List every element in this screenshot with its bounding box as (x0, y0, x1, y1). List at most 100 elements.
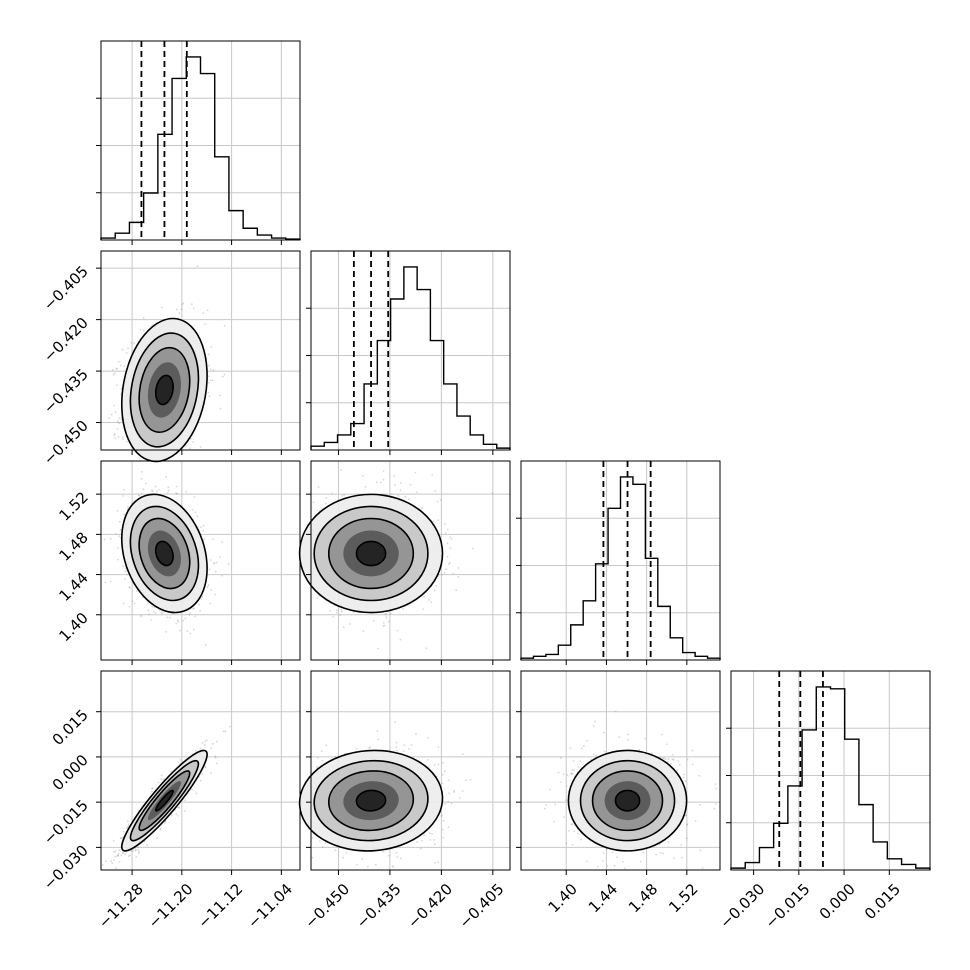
scatter-point (343, 494, 346, 496)
scatter-point (120, 854, 123, 857)
scatter-point (113, 404, 115, 407)
scatter-point (319, 840, 321, 842)
scatter-point (176, 619, 179, 621)
scatter-point (117, 436, 120, 438)
scatter-point (325, 497, 328, 499)
scatter-point (206, 586, 209, 588)
contour-line (154, 374, 174, 406)
scatter-point (116, 558, 119, 561)
scatter-point (452, 572, 455, 575)
scatter-point (190, 438, 192, 440)
scatter-point (156, 490, 158, 493)
scatter-point (355, 748, 358, 750)
scatter-point (229, 725, 231, 728)
scatter-point (362, 474, 364, 477)
scatter-point (399, 481, 402, 484)
scatter-point (433, 839, 435, 841)
scatter-point (362, 630, 365, 632)
scatter-point (399, 489, 402, 492)
scatter-point (437, 861, 439, 864)
scatter-point (177, 761, 180, 764)
scatter-point (384, 613, 387, 616)
scatter-point (160, 774, 163, 777)
scatter-point (142, 317, 145, 319)
scatter-point (121, 438, 124, 440)
density-panel-2-1 (298, 460, 511, 665)
scatter-point (332, 615, 335, 618)
scatter-point (437, 519, 440, 521)
scatter-point (449, 536, 452, 539)
density-panel-1-0 (96, 250, 301, 463)
scatter-point (169, 616, 171, 619)
scatter-point (364, 486, 367, 488)
scatter-point (209, 379, 212, 381)
scatter-point (403, 744, 406, 746)
scatter-point (334, 849, 337, 852)
scatter-point (209, 368, 212, 371)
scatter-point (223, 373, 226, 376)
scatter-point (390, 493, 393, 496)
scatter-point (457, 567, 460, 569)
scatter-point (425, 647, 428, 650)
scatter-point (123, 365, 126, 368)
scatter-point (200, 598, 203, 600)
scatter-point (342, 626, 345, 629)
scatter-point (445, 568, 448, 571)
scatter-point (195, 792, 198, 795)
scatter-point (157, 488, 160, 491)
panel-frame (100, 40, 301, 241)
histogram-panel-1 (306, 250, 511, 455)
scatter-point (128, 606, 131, 608)
scatter-point (415, 491, 418, 494)
scatter-point (133, 342, 136, 344)
scatter-point (164, 822, 166, 824)
scatter-point (212, 369, 215, 372)
scatter-point (127, 347, 129, 350)
scatter-point (203, 743, 206, 746)
scatter-point (108, 417, 110, 419)
scatter-point (211, 379, 214, 382)
scatter-point (219, 556, 221, 558)
scatter-point (178, 806, 181, 809)
scatter-point (206, 309, 209, 312)
scatter-point (104, 860, 107, 862)
scatter-point (137, 846, 140, 849)
scatter-point (118, 417, 120, 419)
scatter-point (345, 851, 348, 854)
scatter-point (441, 573, 443, 576)
scatter-point (137, 494, 140, 497)
scatter-point (437, 763, 440, 766)
scatter-point (335, 612, 338, 614)
scatter-point (209, 602, 212, 605)
scatter-point (423, 595, 425, 598)
scatter-point (198, 603, 201, 606)
scatter-point (375, 481, 378, 484)
scatter-point (385, 616, 388, 619)
panel-frame (310, 250, 511, 451)
scatter-point (130, 850, 133, 853)
scatter-point (443, 523, 446, 525)
scatter-point (434, 843, 436, 846)
scatter-point (146, 844, 149, 846)
scatter-point (214, 756, 217, 759)
scatter-point (142, 329, 145, 332)
histogram-panel-0 (96, 40, 301, 245)
scatter-point (443, 572, 446, 574)
scatter-point (387, 620, 390, 623)
scatter-point (389, 612, 392, 615)
scatter-point (204, 766, 207, 768)
scatter-point (140, 477, 143, 480)
scatter-point (165, 475, 168, 478)
scatter-point (142, 488, 145, 491)
histogram-line (100, 56, 301, 240)
scatter-point (129, 586, 131, 589)
scatter-point (339, 614, 342, 617)
scatter-point (382, 478, 385, 481)
scatter-point (393, 475, 396, 477)
histogram-panel-2 (516, 460, 721, 665)
scatter-point (118, 849, 121, 852)
scatter-point (114, 437, 117, 440)
scatter-point (156, 836, 159, 839)
density-panel-3-1 (298, 670, 511, 875)
scatter-point (118, 861, 121, 863)
